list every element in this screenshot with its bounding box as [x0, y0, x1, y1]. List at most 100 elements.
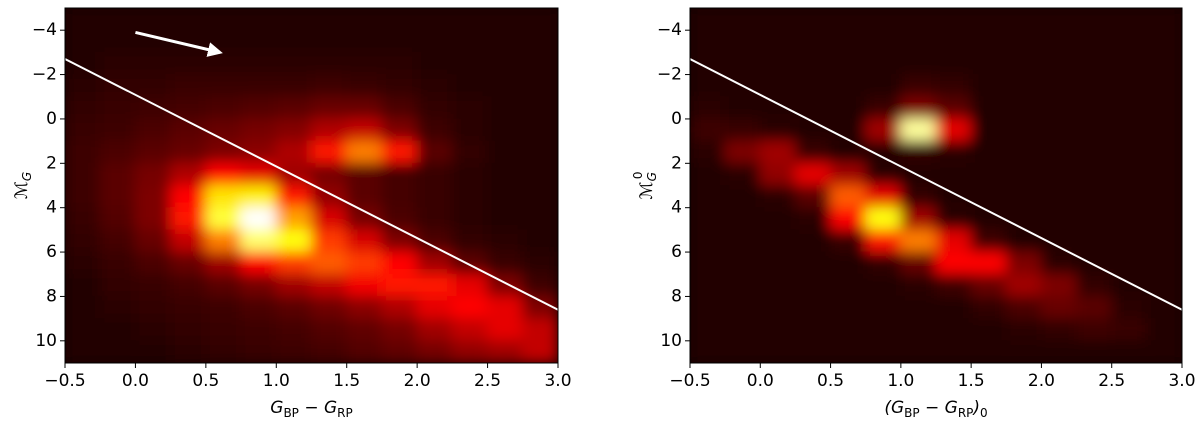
extinction-arrow	[135, 30, 223, 57]
heatmap-cell	[134, 340, 172, 363]
heatmap-cell	[900, 229, 937, 253]
heatmap-cell	[240, 140, 277, 164]
heatmap-cell	[346, 51, 383, 76]
heatmap-cell	[1005, 8, 1042, 31]
x-axis-label-part: 0	[980, 406, 988, 420]
heatmap-cell	[759, 295, 796, 320]
heatmap-cell	[970, 8, 1007, 31]
x-axis-label-part: − G	[299, 398, 337, 418]
heatmap-cell	[865, 340, 902, 363]
heatmap-cell	[451, 162, 489, 186]
heatmap-cell	[690, 8, 726, 31]
heatmap-cell	[865, 140, 902, 164]
heatmap-cell	[724, 251, 761, 275]
heatmap-cell	[1146, 162, 1182, 186]
heatmap-cell	[830, 185, 867, 209]
heatmap-cell	[311, 340, 348, 363]
heatmap-cell	[451, 318, 489, 342]
heatmap-cell	[830, 340, 867, 363]
heatmap-cell	[65, 185, 101, 209]
heatmap-cell	[1005, 251, 1042, 275]
heatmap-cell	[1040, 74, 1078, 98]
heatmap-cell	[935, 140, 972, 164]
heatmap-cell	[240, 251, 277, 275]
heatmap-cell	[99, 318, 136, 342]
heatmap-cell	[935, 318, 972, 342]
heatmap-cell	[451, 140, 489, 164]
x-axis-label-part: RP	[337, 406, 353, 420]
heatmap-cell	[381, 273, 418, 297]
heatmap-cell	[416, 318, 453, 342]
heatmap-cell	[1076, 229, 1113, 253]
heatmap-cell	[970, 162, 1007, 186]
heatmap-cell	[522, 118, 558, 142]
heatmap-cell	[724, 140, 761, 164]
heatmap-cell	[1040, 8, 1078, 31]
heatmap-cell	[170, 8, 207, 31]
heatmap-cell	[935, 295, 972, 320]
heatmap-cell	[1040, 273, 1078, 297]
heatmap-cell	[1040, 207, 1078, 231]
heatmap-cell	[1076, 295, 1113, 320]
heatmap-cell	[1146, 207, 1182, 231]
heatmap-cell	[970, 51, 1007, 76]
heatmap-cell	[865, 295, 902, 320]
heatmap-cell	[970, 340, 1007, 363]
heatmap-cell	[970, 118, 1007, 142]
heatmap-cell	[794, 273, 832, 297]
heatmap-cell	[346, 295, 383, 320]
heatmap-cell	[830, 207, 867, 231]
heatmap-cell	[935, 340, 972, 363]
heatmap-cell	[794, 162, 832, 186]
heatmap-cell	[311, 273, 348, 297]
heatmap-cell	[759, 96, 796, 120]
heatmap-cell	[900, 29, 937, 53]
heatmap-cell	[830, 74, 867, 98]
x-tick-label: 1.0	[887, 371, 914, 391]
heatmap-cell	[487, 51, 524, 76]
heatmap-cell	[134, 185, 172, 209]
heatmap-cell	[240, 340, 277, 363]
heatmap-cell	[99, 185, 136, 209]
heatmap-cell	[451, 340, 489, 363]
heatmap-cell	[311, 140, 348, 164]
heatmap-cell	[65, 207, 101, 231]
heatmap-cell	[65, 74, 101, 98]
heatmap-cell	[134, 140, 172, 164]
x-tick-label: 2.0	[1028, 371, 1055, 391]
x-tick-label: 2.0	[404, 371, 431, 391]
heatmap-cell	[724, 207, 761, 231]
heatmap-cell	[134, 74, 172, 98]
heatmap-cell	[311, 318, 348, 342]
heatmap-cell	[1040, 318, 1078, 342]
heatmap-cell	[134, 118, 172, 142]
y-tick-label: −2	[32, 65, 57, 85]
heatmap-cell	[275, 273, 312, 297]
heatmap-cell	[205, 273, 242, 297]
heatmap-cell	[900, 74, 937, 98]
heatmap-cell	[522, 251, 558, 275]
heatmap-cell	[487, 185, 524, 209]
heatmap-cell	[522, 318, 558, 342]
heatmap-cell	[311, 229, 348, 253]
heatmap-cell	[522, 51, 558, 76]
x-axis-label: (GBP − GRP)0	[884, 398, 987, 420]
heatmap-cell	[240, 118, 277, 142]
heatmap-cell	[865, 229, 902, 253]
heatmap-cell	[205, 74, 242, 98]
heatmap-cell	[381, 96, 418, 120]
heatmap-cell	[346, 29, 383, 53]
heatmap-cell	[1076, 207, 1113, 231]
heatmap-cell	[65, 162, 101, 186]
heatmap-cell	[311, 96, 348, 120]
heatmap-cell	[1146, 251, 1182, 275]
heatmap-cell	[1040, 295, 1078, 320]
heatmap-cell	[99, 51, 136, 76]
y-tick-label: 0	[46, 109, 57, 129]
y-axis-label-part: G	[20, 172, 34, 181]
heatmap-cell	[522, 229, 558, 253]
heatmap-cell	[381, 140, 418, 164]
heatmap-cell	[275, 118, 312, 142]
heatmap-cell	[205, 340, 242, 363]
heatmap-cell	[275, 229, 312, 253]
